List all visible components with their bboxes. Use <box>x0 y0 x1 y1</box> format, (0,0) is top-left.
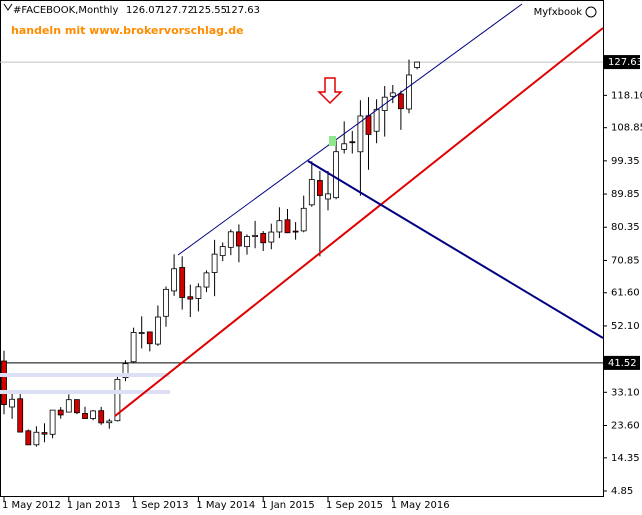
level-label: 41.52 <box>608 358 637 369</box>
candle-body <box>284 219 291 234</box>
channel-line <box>177 3 523 256</box>
level-label-bg <box>604 355 640 370</box>
candle-body <box>9 398 16 408</box>
candle-body <box>203 272 210 288</box>
candle-body <box>292 230 299 233</box>
candle-body <box>41 432 48 435</box>
candle-body <box>389 92 396 97</box>
candle-body <box>187 296 194 300</box>
candle-body <box>276 220 283 233</box>
price-label: 127.63 <box>608 57 642 68</box>
candle-body <box>130 332 137 363</box>
candle-body <box>114 378 121 422</box>
candle-body <box>122 363 129 379</box>
marker <box>329 136 336 146</box>
candle-body <box>325 193 331 200</box>
candle-body <box>163 288 169 317</box>
candle-body <box>195 286 202 299</box>
candle-body <box>74 399 80 414</box>
plot-area <box>0 59 603 447</box>
candle-body <box>1 360 7 405</box>
candle-body <box>373 108 380 132</box>
x-tick-label: 1 May 2016 <box>391 500 450 511</box>
y-tick-label: 70.85 <box>611 255 640 266</box>
candle-body <box>252 234 259 238</box>
chart-title: #FACEBOOK,Monthly <box>13 5 118 16</box>
y-tick-label: 108.85 <box>611 123 642 134</box>
header-open: 126.07 <box>126 5 161 16</box>
candle-body <box>146 331 153 345</box>
y-tick-label: 33.10 <box>611 387 640 398</box>
candle-body <box>65 399 72 413</box>
candle-body <box>357 115 364 153</box>
candle-body <box>268 231 275 243</box>
down-arrow <box>317 77 343 105</box>
candle-body <box>33 431 40 446</box>
candle-body <box>227 231 234 248</box>
y-tick-label: 89.85 <box>611 189 640 200</box>
candle-body <box>341 143 348 150</box>
x-tick-label: 1 Sep 2015 <box>326 500 383 511</box>
zone <box>0 373 170 377</box>
x-tick-label: 1 Jan 2013 <box>67 500 121 511</box>
plot-frame <box>0 0 604 497</box>
candle-body <box>308 179 315 206</box>
x-tick-label: 1 May 2012 <box>2 500 61 511</box>
y-tick-label: 23.60 <box>611 420 640 431</box>
candle-body <box>98 410 105 424</box>
price-label-bg <box>604 55 640 70</box>
annotation: handeln mit www.brokervorschlag.de <box>11 24 244 37</box>
y-tick-label: 118.10 <box>611 90 642 101</box>
candle-body <box>211 253 218 273</box>
watermark: Myfxbook <box>534 7 583 18</box>
candle-body <box>49 409 56 435</box>
header-high: 127.72 <box>159 5 194 16</box>
candle-body <box>179 267 186 298</box>
candle-body <box>300 207 307 232</box>
candle-body <box>17 398 24 433</box>
y-tick-label: 4.85 <box>611 486 633 497</box>
y-tick-label: 52.10 <box>611 321 640 332</box>
candle-body <box>25 430 32 446</box>
candle-body <box>349 141 356 144</box>
zone <box>0 390 170 394</box>
candle-body <box>57 409 64 416</box>
candle-body <box>260 233 267 244</box>
candle-body <box>171 268 178 292</box>
candle-body <box>414 61 421 68</box>
header-close: 127.63 <box>225 5 260 16</box>
candle-body <box>365 115 372 135</box>
candle-body <box>106 420 113 424</box>
candle-body <box>219 246 226 257</box>
y-tick-label: 80.35 <box>611 222 640 233</box>
candle-body <box>138 332 145 334</box>
candle-body <box>316 180 323 196</box>
x-tick-label: 1 Sep 2013 <box>132 500 189 511</box>
candle-body <box>406 74 412 110</box>
x-tick-label: 1 Jan 2015 <box>261 500 315 511</box>
candle-body <box>154 316 161 345</box>
candle-body <box>90 410 96 419</box>
y-tick-label: 61.60 <box>611 288 640 299</box>
header-low: 125.55 <box>192 5 227 16</box>
y-tick-label: 14.35 <box>611 453 640 464</box>
header-icon <box>3 3 13 11</box>
candle-body <box>397 93 404 110</box>
x-tick-label: 1 May 2014 <box>196 500 255 511</box>
y-tick-label: 99.35 <box>611 156 640 167</box>
candle-body <box>333 151 340 199</box>
candle-body <box>244 236 250 248</box>
watermark-icon <box>585 6 597 18</box>
candle-body <box>82 413 88 419</box>
trend-line <box>114 27 604 417</box>
candle-body <box>235 231 242 247</box>
trend-line <box>307 160 604 339</box>
